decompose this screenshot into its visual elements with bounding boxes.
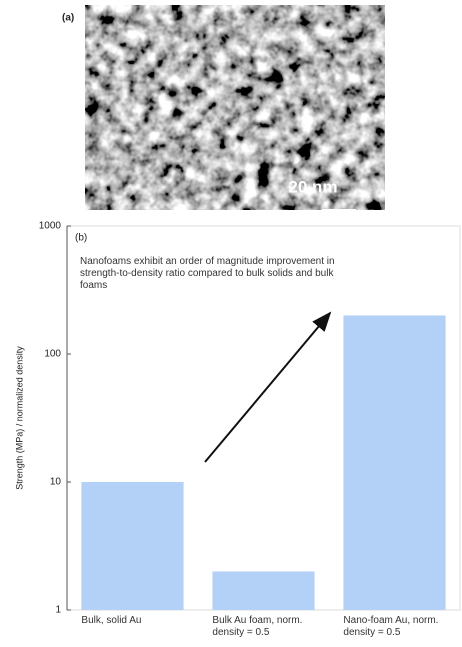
arrow	[204, 311, 332, 463]
y-tick-label: 100	[44, 349, 61, 360]
micrograph	[85, 5, 385, 210]
scale-bar	[322, 209, 356, 213]
annotation: Nanofoams exhibit an order of magnitude …	[80, 256, 335, 291]
panel-label: (b)	[75, 233, 87, 244]
y-tick-label: 1	[55, 605, 61, 616]
bar	[81, 482, 184, 610]
panel-label: (a)	[62, 13, 74, 24]
x-tick-label: Bulk Au foam, norm. density = 0.5	[212, 615, 303, 638]
bar	[212, 571, 315, 610]
y-tick-label: 1000	[39, 221, 62, 232]
scale-bar-label: 20 nm	[288, 177, 337, 196]
x-tick-label: Bulk, solid Au	[81, 615, 142, 626]
bar	[343, 315, 446, 610]
y-tick-label: 10	[50, 477, 62, 488]
y-axis-label: Strength (MPa) / normalized density	[14, 346, 24, 490]
x-tick-label: Nano-foam Au, norm. density = 0.5	[343, 615, 439, 638]
